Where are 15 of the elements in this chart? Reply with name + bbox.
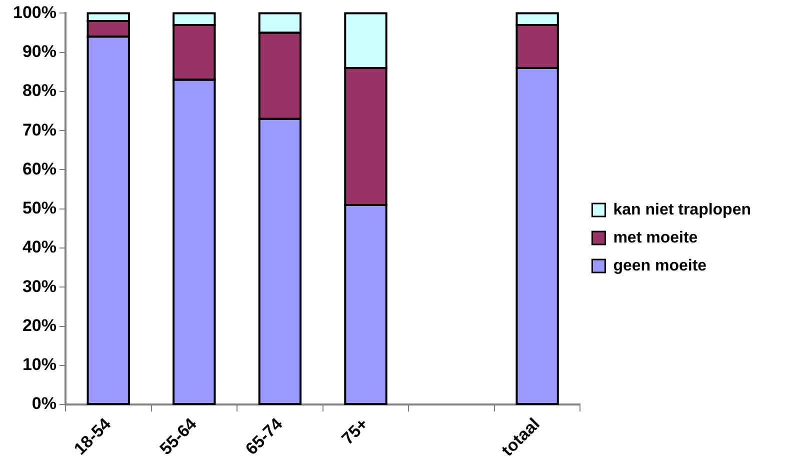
y-tick-label: 100% — [12, 2, 56, 22]
y-tick-label: 90% — [22, 42, 56, 62]
y-tick-label: 30% — [22, 276, 56, 296]
legend-label: kan niet traplopen — [613, 201, 751, 218]
y-tick-label: 80% — [22, 81, 56, 100]
y-tick-label: 10% — [22, 355, 56, 374]
y-tick-label: 60% — [22, 159, 56, 178]
y-tick-label: 50% — [22, 198, 56, 218]
y-tick-label: 70% — [22, 120, 56, 140]
y-tick-label: 40% — [22, 238, 56, 257]
y-tick-label: 20% — [22, 316, 56, 335]
legend-label: met moeite — [613, 229, 698, 246]
y-tick-label: 0% — [32, 394, 56, 414]
x-tick-label: 75+ — [338, 414, 372, 448]
legend-label: geen moeite — [613, 257, 707, 274]
